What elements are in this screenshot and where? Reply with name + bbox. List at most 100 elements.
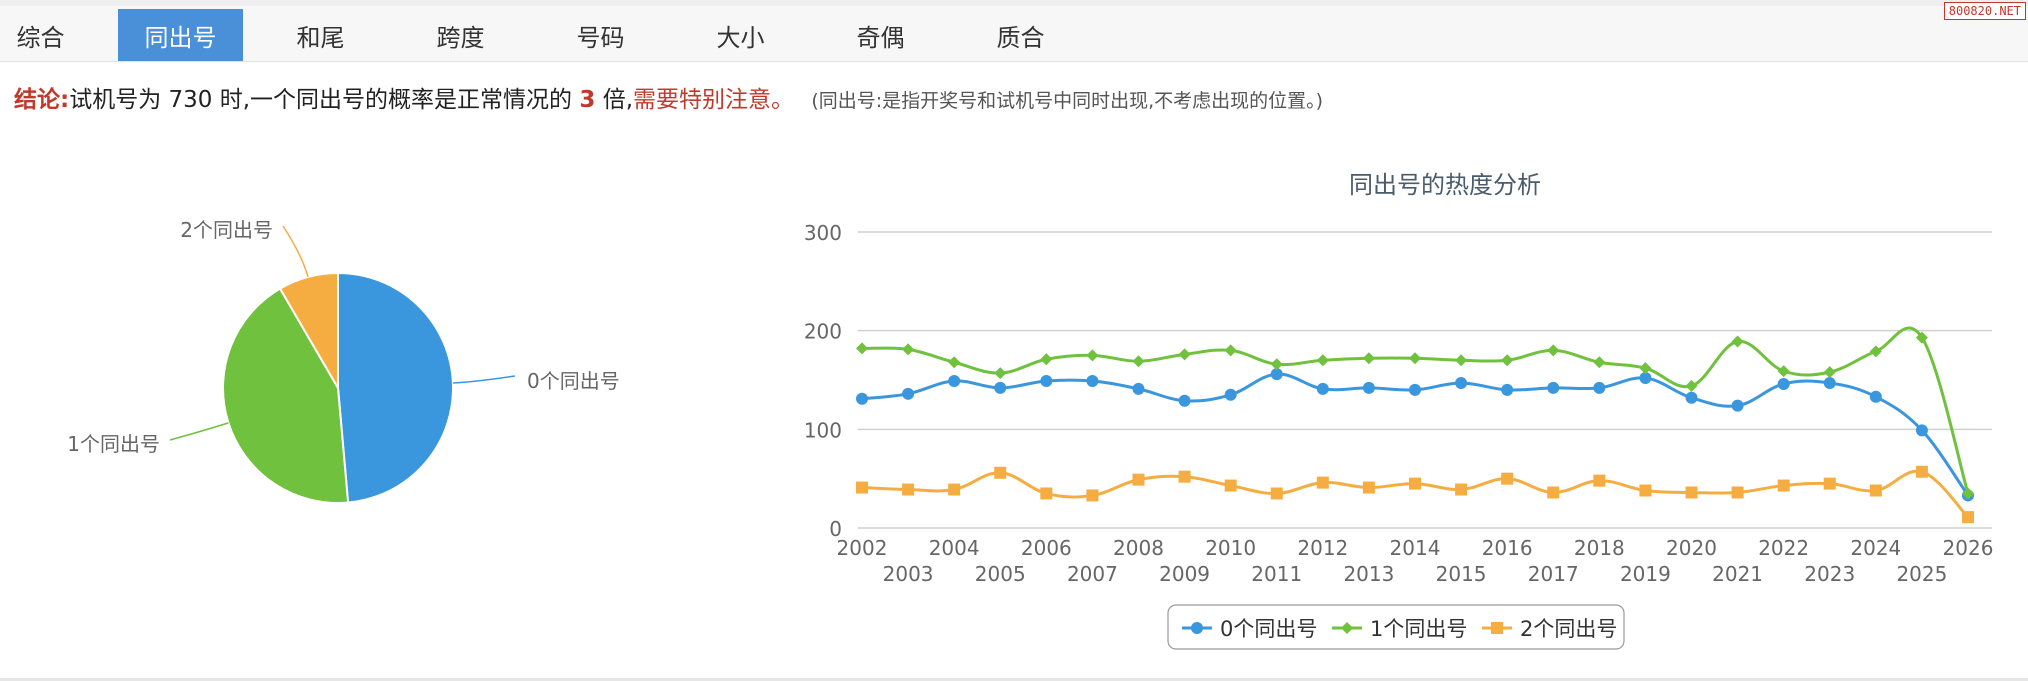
data-point — [1316, 354, 1329, 367]
data-point — [1731, 486, 1744, 499]
x-tick-label: 2020 — [1666, 536, 1717, 560]
data-point — [1547, 486, 1560, 499]
x-tick-label: 2009 — [1159, 562, 1210, 586]
x-tick-label: 2024 — [1850, 536, 1901, 560]
conclusion-note: (同出号:是指开奖号和试机号中同时出现,不考虑出现的位置。) — [811, 90, 1324, 112]
data-point — [1823, 477, 1836, 490]
x-tick-label: 2006 — [1021, 536, 1072, 560]
data-point — [1639, 362, 1652, 375]
conclusion-warning: 需要特别注意。 — [633, 87, 794, 113]
legend-label: 1个同出号 — [1370, 617, 1467, 641]
data-point — [1823, 376, 1836, 389]
conclusion-text: 试机号为 730 时,一个同出号的概率是正常情况的 — [69, 87, 573, 113]
data-point — [1224, 344, 1237, 357]
site-watermark: 800820.NET — [1943, 2, 2026, 20]
series-group — [856, 326, 1974, 500]
tab-span[interactable]: 跨度 — [436, 23, 485, 52]
x-tick-label: 2008 — [1113, 536, 1164, 560]
tab-odd-even[interactable]: 奇偶 — [856, 23, 905, 52]
y-tick-label: 100 — [804, 418, 842, 442]
data-point — [902, 343, 915, 356]
data-point — [1270, 368, 1283, 381]
x-tick-label: 2007 — [1067, 562, 1118, 586]
data-point — [1777, 479, 1790, 492]
data-point — [1409, 352, 1421, 365]
legend-box — [1167, 604, 1625, 650]
x-tick-label: 2016 — [1482, 536, 1533, 560]
data-point — [1316, 382, 1329, 395]
legend-label: 0个同出号 — [1220, 617, 1317, 641]
x-tick-label: 2013 — [1343, 562, 1394, 586]
data-point — [994, 381, 1007, 394]
data-point — [856, 481, 868, 494]
data-point — [1639, 484, 1652, 497]
data-point — [1086, 349, 1099, 362]
line-chart-title: 同出号的热度分析 — [1349, 171, 1541, 199]
tab-bar: 综合 同出号 和尾 跨度 号码 大小 奇偶 质合 — [0, 6, 2028, 62]
data-point — [1501, 383, 1514, 396]
tab-sum-tail[interactable]: 和尾 — [296, 23, 345, 52]
x-tick-label: 2014 — [1390, 536, 1441, 560]
x-tick-label: 2005 — [975, 562, 1026, 586]
data-point — [1869, 390, 1882, 403]
data-point — [1362, 352, 1375, 365]
data-point — [948, 483, 961, 496]
data-point — [1777, 365, 1790, 378]
data-point — [856, 342, 868, 355]
x-tick-label: 2004 — [929, 536, 980, 560]
data-point — [1593, 356, 1606, 369]
data-point — [1455, 483, 1468, 496]
data-point — [948, 356, 961, 369]
pie-slice — [278, 271, 339, 392]
data-point — [1685, 486, 1698, 499]
data-point — [1178, 394, 1191, 407]
data-point — [1132, 355, 1145, 368]
line-chart: 同出号的热度分析01002003002002200320042005200620… — [804, 171, 1994, 586]
top-border — [0, 0, 2028, 6]
data-point — [1915, 424, 1928, 437]
pie-label-line — [169, 422, 229, 441]
chart-legend: 0个同出号 1个同出号 2个同出号 — [1167, 604, 1625, 650]
x-tick-label: 2012 — [1297, 536, 1348, 560]
tab-numbers[interactable]: 号码 — [576, 23, 625, 52]
pie-chart: 0个同出号 1个同出号 2个同出号 — [67, 218, 620, 504]
tab-summary[interactable]: 综合 — [16, 23, 65, 52]
data-point — [1685, 379, 1698, 392]
pie-label-line — [452, 375, 516, 384]
data-point — [1224, 479, 1237, 492]
data-point — [1086, 374, 1099, 387]
data-point — [1040, 353, 1053, 366]
data-point — [1823, 366, 1836, 379]
y-tick-label: 200 — [804, 320, 842, 344]
data-point — [1501, 472, 1514, 485]
x-tick-label: 2025 — [1896, 562, 1947, 586]
conclusion-text-2: 倍, — [602, 87, 633, 113]
data-point — [1455, 376, 1468, 389]
series-group — [856, 368, 1974, 502]
data-point — [1040, 374, 1053, 387]
data-point — [1501, 354, 1514, 367]
tab-prime-composite[interactable]: 质合 — [996, 23, 1045, 52]
x-tick-label: 2011 — [1251, 562, 1302, 586]
x-tick-label: 2021 — [1712, 562, 1763, 586]
data-point — [1962, 511, 1974, 524]
data-point — [1869, 345, 1882, 358]
x-tick-label: 2002 — [837, 536, 888, 560]
tab-same-numbers[interactable]: 同出号 — [118, 9, 243, 61]
x-tick-label: 2015 — [1436, 562, 1487, 586]
pie-slice — [222, 287, 350, 504]
pie-slice — [337, 271, 454, 504]
data-point — [1593, 381, 1606, 394]
x-tick-label: 2022 — [1758, 536, 1809, 560]
bottom-border — [0, 678, 2028, 681]
data-point — [1178, 470, 1191, 483]
data-point — [1962, 487, 1974, 500]
data-point — [1409, 383, 1421, 396]
tab-size[interactable]: 大小 — [716, 23, 765, 52]
legend-label: 2个同出号 — [1520, 617, 1617, 641]
data-point — [1547, 381, 1560, 394]
data-point — [1086, 489, 1099, 502]
conclusion-label: 结论: — [14, 87, 70, 113]
x-tick-label: 2026 — [1943, 536, 1994, 560]
